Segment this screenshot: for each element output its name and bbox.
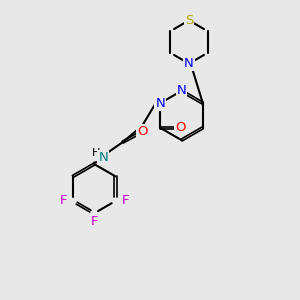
- Text: N: N: [98, 151, 108, 164]
- Text: N: N: [155, 97, 165, 110]
- Text: O: O: [137, 125, 148, 138]
- Text: N: N: [184, 57, 194, 70]
- Text: O: O: [175, 121, 185, 134]
- Text: N: N: [177, 84, 186, 98]
- Text: F: F: [90, 215, 98, 228]
- Text: S: S: [185, 14, 193, 27]
- Text: F: F: [121, 194, 129, 208]
- Text: H: H: [92, 148, 101, 158]
- Text: F: F: [59, 194, 67, 208]
